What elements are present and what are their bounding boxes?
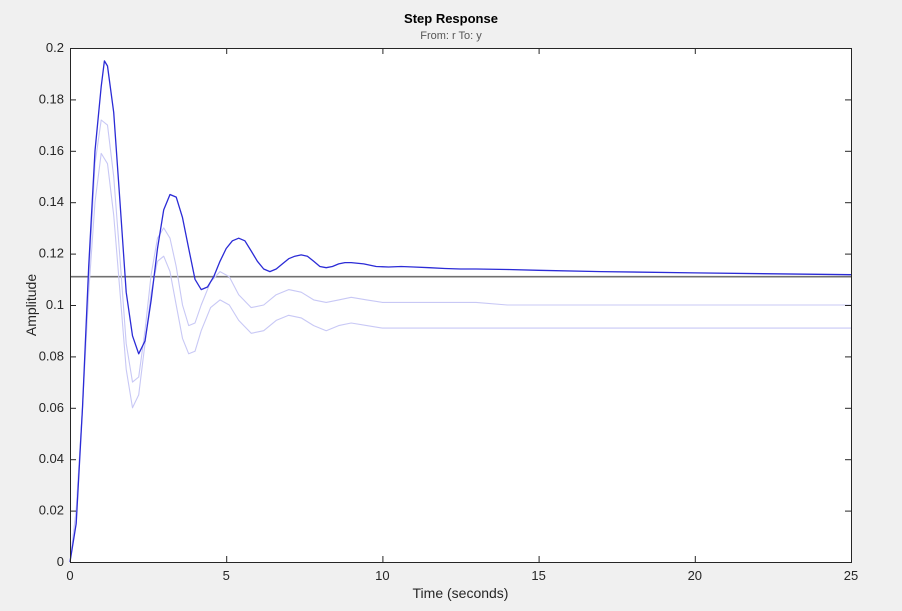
chart-subtitle: From: r To: y	[420, 30, 482, 42]
x-tick-label: 0	[66, 568, 73, 583]
y-tick-label: 0.2	[46, 40, 64, 55]
series-line-3	[69, 60, 852, 563]
series-layer	[69, 60, 852, 563]
y-tick-label: 0	[57, 554, 64, 569]
y-axis-label: Amplitude	[23, 274, 39, 336]
y-tick-label: 0.18	[39, 91, 64, 106]
x-tick-label: 5	[223, 568, 230, 583]
y-tick-label: 0.12	[39, 246, 64, 261]
y-tick-label: 0.14	[39, 194, 64, 209]
y-tick-label: 0.08	[39, 348, 64, 363]
y-tick-label: 0.06	[39, 400, 64, 415]
series-line-1	[69, 152, 851, 563]
chart-title: Step Response	[404, 11, 498, 26]
y-tick-label: 0.16	[39, 143, 64, 158]
y-tick-label: 0.02	[39, 503, 64, 518]
x-tick-label: 25	[844, 568, 858, 583]
y-tick-label: 0.1	[46, 297, 64, 312]
x-tick-label: 20	[688, 568, 702, 583]
axis-ticks: 0 5 10 15 20 25 0 0.02 0.04 0.06 0.08 0.1 0.12 0.14 0.…	[39, 40, 859, 583]
x-axis-label: Time (seconds)	[413, 585, 509, 601]
x-tick-label: 10	[375, 568, 389, 583]
x-tick-label: 15	[531, 568, 545, 583]
y-tick-label: 0.04	[39, 451, 64, 466]
